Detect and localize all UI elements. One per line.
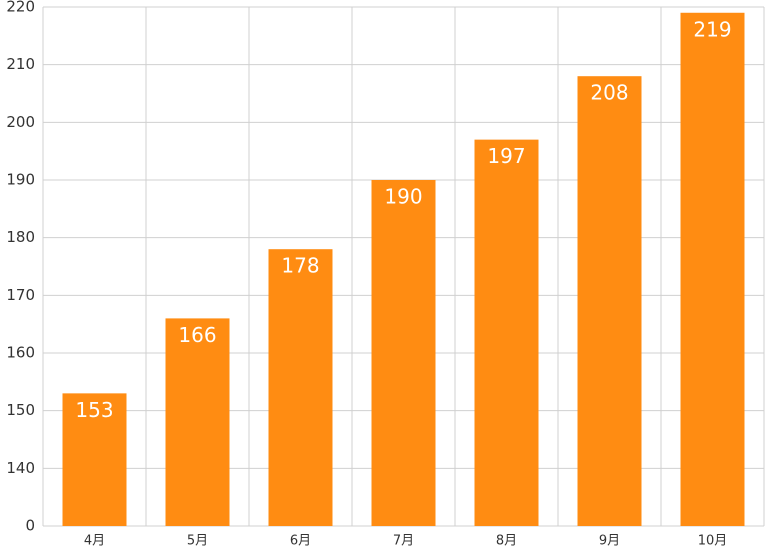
bar-value-label: 166 [178,323,216,347]
y-tick-label: 170 [6,286,35,304]
x-tick-label: 7月 [393,534,414,549]
bar [680,12,745,527]
y-tick-label: 160 [6,344,35,362]
bar [62,393,127,526]
y-tick-label: 180 [6,228,35,246]
bar [371,180,436,526]
y-tick-label: 210 [6,55,35,73]
x-tick-label: 10月 [698,534,728,549]
x-tick-label: 6月 [290,534,311,549]
x-tick-label: 9月 [599,534,620,549]
x-tick-label: 4月 [84,534,105,549]
x-tick-label: 5月 [187,534,208,549]
y-tick-label: 220 [6,0,35,16]
y-tick-label: 150 [6,401,35,419]
x-tick-label: 8月 [496,534,517,549]
bar [165,318,230,526]
y-tick-label: 200 [6,113,35,131]
bar [268,249,333,526]
y-tick-label: 140 [6,459,35,477]
y-tick-label: 0 [25,517,35,535]
bar-value-label: 178 [281,254,319,278]
bar-value-label: 197 [487,144,525,168]
bar-value-label: 190 [384,185,422,209]
bar-value-label: 153 [75,398,113,422]
bar [474,139,539,526]
bar-value-label: 208 [590,81,628,105]
y-tick-label: 190 [6,171,35,189]
bar [577,76,642,526]
bar-value-label: 219 [693,17,731,41]
